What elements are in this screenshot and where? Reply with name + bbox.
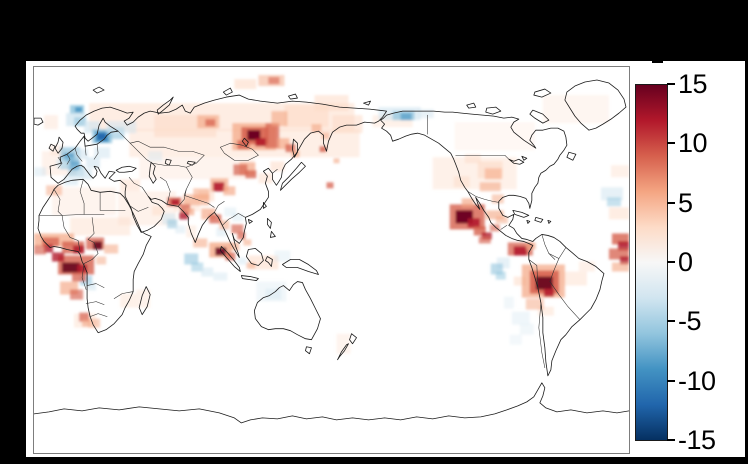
colorbar-tick: [667, 142, 675, 144]
world-heatmap: [34, 75, 629, 424]
colorbar-tick-label: 10: [678, 128, 708, 158]
colorbar-tick: [667, 439, 675, 441]
colorbar-tick: [667, 380, 675, 382]
colorbar-tick-label: 15: [678, 69, 708, 99]
banner-notch: [652, 58, 663, 63]
colorbar-tick: [667, 83, 675, 85]
figure-canvas: 15 10 5 0 -5 -10 -15: [26, 61, 745, 457]
colorbar-tick-label: -15: [678, 425, 716, 455]
colorbar-tick-label: 5: [678, 188, 693, 218]
colorbar-tick: [667, 320, 675, 322]
colorbar-gradient: [636, 85, 667, 440]
colorbar: [635, 84, 668, 441]
colorbar-tick: [667, 202, 675, 204]
colorbar-tick-label: 0: [678, 247, 693, 277]
colorbar-tick: [667, 261, 675, 263]
colorbar-tick-label: -10: [678, 366, 716, 396]
world-map-panel: [33, 66, 630, 454]
colorbar-tick-label: -5: [678, 306, 702, 336]
